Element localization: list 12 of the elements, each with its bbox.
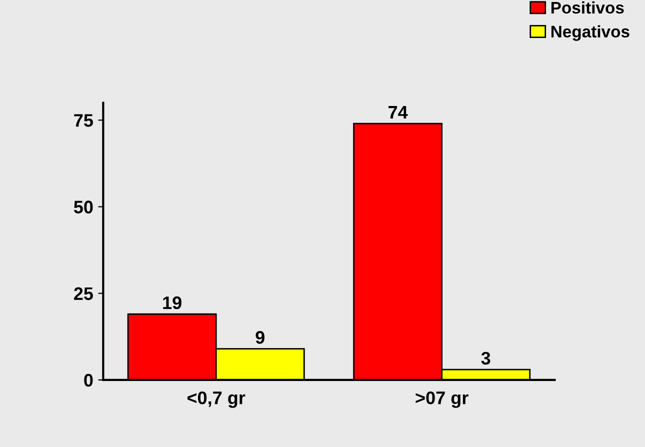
x-tick-label: >07 gr (416, 391, 468, 408)
data-label: 9 (256, 331, 264, 344)
y-tick-label: 50 (74, 200, 93, 214)
y-tick-label: 75 (74, 114, 93, 127)
legend-label: Negativos (551, 25, 630, 41)
data-label: 19 (163, 296, 182, 310)
legend-label: Positivos (551, 1, 624, 14)
y-tick-label: 25 (74, 287, 93, 300)
y-tick-label: 0 (84, 374, 93, 387)
data-label: 74 (388, 106, 408, 118)
data-label: 3 (481, 352, 490, 365)
x-tick-label: <0,7 gr (187, 391, 246, 408)
